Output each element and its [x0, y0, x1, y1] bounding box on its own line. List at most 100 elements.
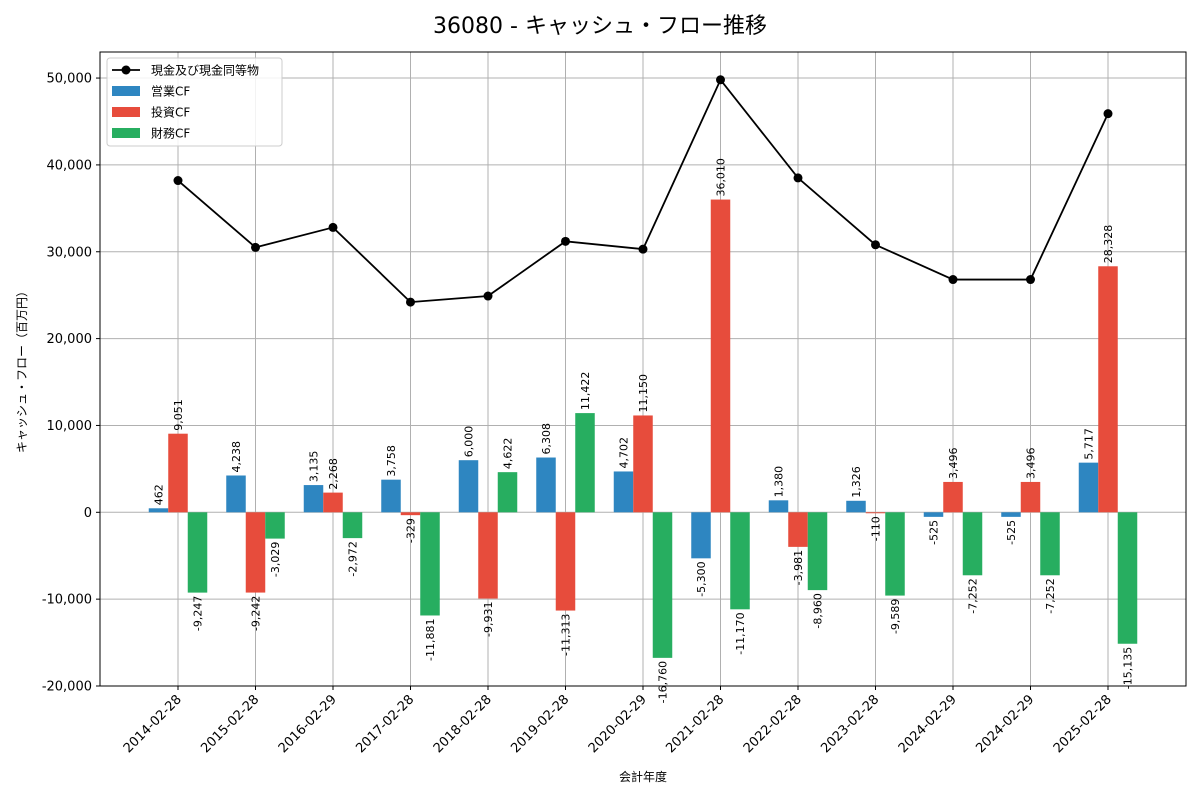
- bar-営業CF-2024-02-29: [923, 512, 944, 517]
- bar-財務CF-2024-02-29: [1040, 512, 1060, 576]
- y-tick-label: 50,000: [47, 72, 93, 87]
- bar-財務CF-2023-02-28: [885, 512, 905, 596]
- bar-営業CF-2023-02-28: [846, 500, 866, 513]
- y-axis-ticks: -20,000 -10,000 0 10,000 20,000 30,000 40,000 5…: [42, 72, 100, 695]
- data-label-営業CF: -525: [1005, 520, 1018, 545]
- bar-投資CF-2016-02-29: [323, 492, 343, 513]
- data-label-営業CF: -525: [928, 520, 941, 545]
- y-axis-label: キャッシュ・フロー（百万円）: [15, 285, 29, 453]
- legend-label-現金及び現金同等物: 現金及び現金同等物: [151, 63, 259, 78]
- data-label-財務CF: -9,247: [192, 596, 205, 631]
- bar-投資CF-2024-02-29: [1020, 481, 1041, 513]
- y-tick-label: -10,000: [42, 593, 92, 608]
- bar-財務CF-2016-02-29: [342, 512, 363, 539]
- bar-投資CF-2018-02-28: [478, 512, 498, 599]
- y-tick-label: 10,000: [47, 419, 93, 434]
- x-tick-label: 2023-02-28: [818, 692, 882, 756]
- x-tick-label: 2021-02-28: [663, 692, 727, 756]
- bar-投資CF-2019-02-28: [555, 512, 576, 611]
- bar-営業CF-2022-02-28: [768, 500, 789, 513]
- data-label-営業CF: 4,238: [230, 441, 243, 473]
- x-tick-label: 2022-02-28: [741, 692, 805, 756]
- x-tick-label: 2020-02-29: [586, 692, 650, 756]
- bar-投資CF-2014-02-28: [168, 433, 188, 513]
- data-label-営業CF: 3,758: [385, 445, 398, 477]
- x-tick-label: 2014-02-28: [121, 692, 185, 756]
- bar-営業CF-2024-02-29: [1001, 512, 1021, 517]
- bar-投資CF-2023-02-28: [865, 512, 886, 514]
- data-label-投資CF: 3,496: [947, 447, 960, 479]
- data-label-投資CF: 36,010: [715, 158, 728, 197]
- cash-point-2017-02-28: [406, 297, 415, 307]
- data-label-投資CF: 28,328: [1102, 225, 1115, 264]
- legend-line-marker: [121, 65, 131, 75]
- x-axis-ticks: 2014-02-28 2015-02-28 2016-02-29 2017-02-28…: [121, 686, 1115, 756]
- data-label-営業CF: 6,000: [463, 426, 476, 458]
- bar-財務CF-2019-02-28: [575, 413, 595, 513]
- y-tick-label: 0: [84, 506, 92, 521]
- bar-営業CF-2020-02-29: [613, 471, 634, 513]
- data-label-財務CF: -7,252: [967, 578, 980, 613]
- data-label-営業CF: 1,326: [850, 466, 863, 498]
- cash-point-2025-02-28: [1103, 109, 1113, 119]
- data-label-営業CF: 462: [153, 484, 166, 505]
- x-tick-label: 2024-02-29: [896, 692, 960, 756]
- data-label-営業CF: 4,702: [618, 437, 631, 469]
- data-label-投資CF: -329: [405, 518, 418, 543]
- data-label-投資CF: 3,496: [1025, 447, 1038, 479]
- bar-財務CF-2014-02-28: [187, 512, 208, 593]
- bar-財務CF-2022-02-28: [807, 512, 828, 591]
- cash-point-2024-02-29: [1026, 275, 1035, 285]
- x-tick-label: 2018-02-28: [431, 692, 495, 756]
- bar-投資CF-2021-02-28: [710, 199, 731, 513]
- data-label-投資CF: -3,981: [792, 550, 805, 585]
- bar-投資CF-2017-02-28: [400, 512, 421, 516]
- data-label-財務CF: -11,170: [734, 612, 747, 654]
- data-label-財務CF: 4,622: [502, 438, 515, 470]
- data-label-財務CF: -3,029: [269, 542, 282, 577]
- cash-point-2018-02-28: [483, 291, 493, 301]
- bar-営業CF-2014-02-28: [148, 508, 169, 513]
- bar-財務CF-2017-02-28: [420, 512, 440, 616]
- bar-営業CF-2017-02-28: [381, 479, 401, 513]
- data-label-財務CF: -15,135: [1122, 647, 1135, 689]
- data-label-営業CF: 1,380: [773, 466, 786, 498]
- data-label-営業CF: 5,717: [1083, 428, 1096, 460]
- data-label-営業CF: 6,308: [540, 423, 553, 455]
- x-tick-label: 2015-02-28: [198, 692, 262, 756]
- x-tick-label: 2016-02-29: [276, 692, 340, 756]
- data-label-投資CF: -9,242: [250, 596, 263, 631]
- cash-point-2023-02-28: [871, 240, 880, 250]
- bar-営業CF-2021-02-28: [691, 512, 711, 559]
- y-tick-label: 20,000: [47, 332, 93, 347]
- cash-line-layer: [173, 75, 1113, 307]
- bar-営業CF-2019-02-28: [536, 457, 556, 513]
- data-label-投資CF: -11,313: [560, 614, 573, 656]
- data-label-営業CF: -5,300: [695, 561, 708, 596]
- data-label-財務CF: -8,960: [812, 593, 825, 628]
- bar-投資CF-2020-02-29: [633, 415, 653, 513]
- bar-営業CF-2015-02-28: [226, 475, 246, 513]
- cash-point-2014-02-28: [173, 176, 183, 186]
- x-axis-label: 会計年度: [619, 769, 667, 784]
- bars-layer: [148, 199, 1138, 658]
- data-label-投資CF: -110: [870, 516, 883, 541]
- legend-swatch-投資CF: [112, 107, 140, 117]
- data-label-投資CF: -9,931: [482, 602, 495, 637]
- bar-投資CF-2024-02-29: [943, 481, 963, 513]
- cash-point-2024-02-29: [948, 275, 958, 285]
- y-tick-label: -20,000: [42, 680, 92, 695]
- data-label-財務CF: -11,881: [424, 618, 437, 660]
- data-label-財務CF: -9,589: [889, 599, 902, 634]
- legend-label-営業CF: 営業CF: [151, 85, 190, 99]
- cash-point-2016-02-29: [328, 222, 338, 232]
- cash-point-2020-02-29: [638, 244, 648, 254]
- x-tick-label: 2024-02-29: [973, 692, 1037, 756]
- bar-財務CF-2015-02-28: [265, 512, 285, 539]
- data-label-財務CF: 11,422: [579, 372, 592, 411]
- data-label-投資CF: 11,150: [637, 374, 650, 413]
- x-tick-label: 2017-02-28: [353, 692, 417, 756]
- legend-swatch-財務CF: [112, 128, 140, 138]
- data-label-財務CF: -7,252: [1044, 578, 1057, 613]
- y-tick-label: 30,000: [47, 245, 93, 260]
